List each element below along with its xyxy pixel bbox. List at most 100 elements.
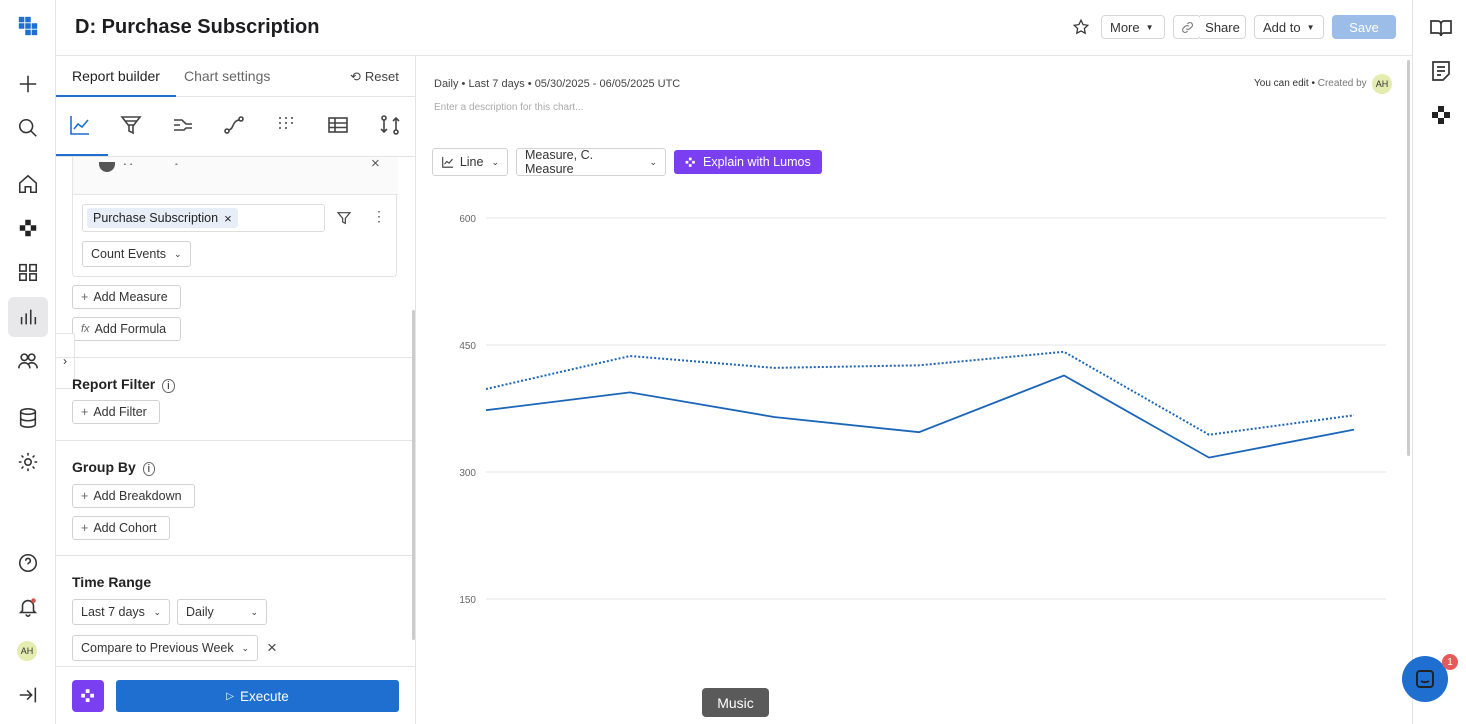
chart-type-select[interactable]: Line ⌄ [432,148,508,176]
chart-description-input[interactable]: Enter a description for this chart... [434,102,584,113]
add-cohort-label: Add Cohort [93,521,157,535]
gear-icon[interactable] [8,442,48,482]
undo-icon: ⟲ [350,69,361,84]
play-icon: ▷ [226,690,234,702]
meta-dates[interactable]: 05/30/2025 - 06/05/2025 UTC [534,78,681,90]
retention-icon[interactable] [222,113,248,139]
tab-chart-settings[interactable]: Chart settings [184,68,271,84]
data-point[interactable] [628,354,632,358]
data-point[interactable] [1062,350,1066,354]
series-line-current[interactable] [485,374,1355,459]
info-icon[interactable]: i [142,462,156,476]
users-icon[interactable] [8,341,48,381]
tab-report-builder[interactable]: Report builder [72,68,160,84]
compare-select[interactable]: Compare to Previous Week ⌄ [72,635,258,661]
report-filter-title: Report Filter i [72,376,175,393]
plus-icon[interactable] [8,64,48,104]
add-to-button[interactable]: Add to ▼ [1254,15,1324,39]
data-point[interactable] [917,363,921,367]
reset-label: Reset [364,69,399,84]
copy-link-button[interactable] [1173,15,1201,39]
divider [56,555,415,556]
chevron-down-icon: ⌄ [241,642,249,653]
save-button[interactable]: Save [1332,15,1396,39]
info-icon[interactable]: i [162,379,175,393]
clear-compare-icon[interactable]: × [267,638,277,657]
more-label: More [1110,19,1140,35]
grid-icon[interactable] [275,113,301,139]
data-point[interactable] [484,408,488,412]
data-point[interactable] [1207,433,1211,437]
reset-button[interactable]: ⟲ Reset [350,69,399,85]
kebab-menu-icon[interactable]: ⋮ [372,208,386,224]
star-icon[interactable] [1072,18,1090,36]
more-button[interactable]: More ▼ [1101,15,1165,39]
insights-icon[interactable] [68,113,94,139]
support-chat-button[interactable] [1402,656,1448,702]
explain-with-lumos-button[interactable]: Explain with Lumos [674,150,822,174]
filter-icon[interactable] [336,210,352,226]
table-icon[interactable] [326,113,352,139]
app-logo-icon[interactable] [8,6,48,46]
remove-chip-icon[interactable]: × [224,210,232,226]
book-icon[interactable] [1429,16,1453,40]
home-icon[interactable] [8,164,48,204]
search-icon[interactable] [8,108,48,148]
data-point[interactable] [1062,373,1066,377]
plus-icon: + [81,489,89,503]
add-breakdown-button[interactable]: + Add Breakdown [72,484,195,508]
execute-button[interactable]: ▷ Execute [116,680,399,712]
owner-avatar[interactable]: AH [1372,74,1392,94]
lumos-panel-icon[interactable] [1429,103,1453,127]
add-measure-button[interactable]: + Add Measure [72,285,181,309]
close-icon[interactable]: × [371,155,380,172]
notes-icon[interactable] [1429,59,1453,83]
funnel-icon[interactable] [119,113,145,139]
meta-separator: • [461,78,469,90]
caret-down-icon: ▼ [1306,22,1315,32]
aggregation-select[interactable]: Count Events ⌄ [82,241,191,267]
builder-tabs: Report builder Chart settings ⟲ Reset [56,56,415,97]
user-avatar[interactable]: AH [17,641,37,661]
chevron-down-icon: ⌄ [250,606,258,617]
measure-name[interactable]: Measure A [123,161,181,175]
event-select[interactable]: Purchase Subscription × [82,204,325,232]
data-point[interactable] [1207,456,1211,460]
lumos-button-icon[interactable] [72,680,104,712]
event-chip[interactable]: Purchase Subscription × [87,208,238,228]
y-tick-label: 450 [459,341,476,352]
add-cohort-button[interactable]: + Add Cohort [72,516,170,540]
lumos-icon[interactable] [8,208,48,248]
data-point[interactable] [772,366,776,370]
execute-label: Execute [239,688,289,704]
measure-select[interactable]: Measure, C. Measure ⌄ [516,148,666,176]
data-point[interactable] [628,390,632,394]
help-icon[interactable] [8,543,48,583]
granularity-select[interactable]: Daily ⌄ [177,599,267,625]
impact-icon[interactable] [378,113,404,139]
collapse-sidebar-icon[interactable] [8,675,48,715]
data-point[interactable] [772,415,776,419]
data-point[interactable] [917,430,921,434]
line-chart: 150 300 450 600 [459,214,1386,606]
data-point[interactable] [1352,428,1356,432]
range-select[interactable]: Last 7 days ⌄ [72,599,170,625]
formula-icon: fx [81,323,90,335]
expand-panel-handle[interactable]: › [56,333,75,389]
add-filter-button[interactable]: + Add Filter [72,400,160,424]
share-button[interactable]: Share [1200,15,1246,39]
database-icon[interactable] [8,398,48,438]
flows-icon[interactable] [171,113,197,139]
panel-scrollbar[interactable] [412,310,415,640]
report-filter-label: Report Filter [72,376,156,392]
data-point[interactable] [484,387,488,391]
reports-icon[interactable] [8,297,48,337]
link-icon [1181,21,1193,33]
boards-icon[interactable] [8,252,48,292]
active-tab-indicator [56,95,176,97]
chart-scrollbar[interactable] [1407,60,1410,456]
add-formula-button[interactable]: fx Add Formula [72,317,181,341]
bell-icon[interactable] [8,587,48,627]
data-point[interactable] [1352,413,1356,417]
series-line-previous[interactable] [485,350,1355,436]
